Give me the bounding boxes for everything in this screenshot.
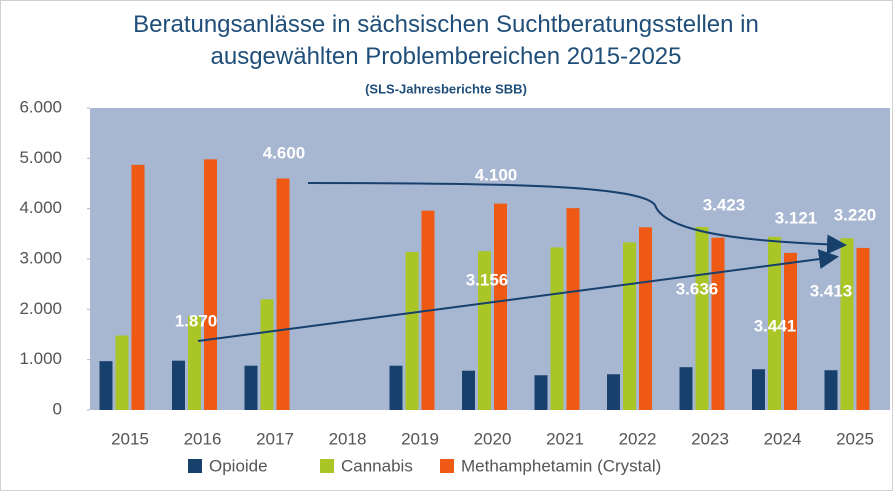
data-label: 1.870 xyxy=(175,311,218,330)
bar xyxy=(784,252,797,410)
legend-swatch xyxy=(188,459,202,473)
x-tick-label: 2015 xyxy=(111,429,149,448)
data-label: 3.121 xyxy=(775,208,818,227)
data-label: 4.100 xyxy=(475,165,518,184)
x-tick-label: 2024 xyxy=(764,429,802,448)
bar xyxy=(462,370,475,410)
bar xyxy=(623,242,636,410)
data-label: 3.636 xyxy=(676,279,719,298)
data-label: 3.220 xyxy=(834,205,877,224)
bar xyxy=(276,178,290,410)
bar xyxy=(405,251,419,410)
y-tick-label: 6.000 xyxy=(19,97,62,116)
bar xyxy=(260,299,274,410)
legend-swatch xyxy=(440,459,454,473)
x-tick-label: 2018 xyxy=(329,429,367,448)
trend-arrow xyxy=(197,249,839,342)
y-tick-label: 5.000 xyxy=(19,148,62,167)
legend-label: Cannabis xyxy=(341,456,413,475)
bar xyxy=(534,375,548,410)
y-tick-label: 1.000 xyxy=(19,349,62,368)
x-tick-label: 2023 xyxy=(691,429,729,448)
bar xyxy=(478,251,491,410)
bar xyxy=(679,367,693,410)
bar xyxy=(824,370,838,410)
bar xyxy=(389,365,403,410)
y-tick-label: 4.000 xyxy=(19,198,62,217)
data-label: 3.441 xyxy=(754,316,797,335)
x-tick-label: 2022 xyxy=(619,429,657,448)
bar xyxy=(550,247,564,410)
bar xyxy=(639,227,652,410)
legend-swatch xyxy=(320,459,334,473)
bar xyxy=(840,238,854,410)
chart-title: Beratungsanlässe in sächsischen Suchtber… xyxy=(133,11,759,70)
x-tick-label: 2021 xyxy=(546,429,584,448)
bar xyxy=(752,369,765,410)
x-tick-label: 2016 xyxy=(184,429,222,448)
bar xyxy=(99,361,113,410)
y-tick-label: 0 xyxy=(53,399,62,418)
title-line: ausgewählten Problembereichen 2015-2025 xyxy=(211,43,682,70)
legend-label: Methamphetamin (Crystal) xyxy=(461,456,661,475)
bar xyxy=(607,374,620,410)
data-label: 3.423 xyxy=(703,195,746,214)
bar xyxy=(172,360,185,410)
data-label: 3.413 xyxy=(810,281,853,300)
data-label: 3.156 xyxy=(466,270,509,289)
bar xyxy=(695,226,709,410)
bar xyxy=(711,237,725,410)
bar xyxy=(131,164,145,410)
data-label: 4.600 xyxy=(263,143,306,162)
bar xyxy=(768,236,781,410)
bar xyxy=(494,203,507,410)
x-tick-label: 2025 xyxy=(836,429,874,448)
trend-arrow xyxy=(307,182,847,255)
legend-label: Opioide xyxy=(209,456,268,475)
bar xyxy=(856,247,870,410)
bar xyxy=(244,365,258,410)
bars xyxy=(99,159,870,410)
bar xyxy=(204,159,217,410)
x-tick-label: 2017 xyxy=(256,429,294,448)
bar xyxy=(115,335,129,410)
y-tick-label: 2.000 xyxy=(19,299,62,318)
x-tick-label: 2020 xyxy=(474,429,512,448)
chart-subtitle: (SLS-Jahresberichte SBB) xyxy=(365,81,527,96)
bar xyxy=(566,208,580,410)
bar xyxy=(188,315,201,410)
y-tick-label: 3.000 xyxy=(19,248,62,267)
x-tick-label: 2019 xyxy=(401,429,439,448)
title-line: Beratungsanlässe in sächsischen Suchtber… xyxy=(133,11,759,38)
